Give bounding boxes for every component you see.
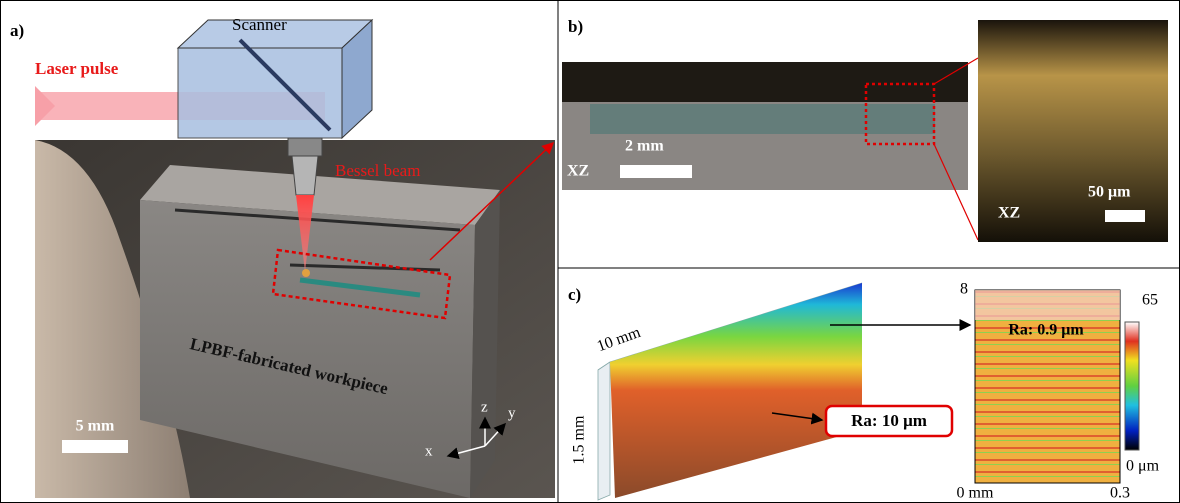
scale-bar [1105, 210, 1145, 222]
panel-b: b) 2 mm XZ 50 μm XZ [562, 17, 1168, 242]
dimension-label: 10 mm [595, 324, 644, 356]
scale-label: 5 mm [76, 418, 115, 435]
block-side [598, 362, 610, 500]
view-label: XZ [998, 205, 1020, 222]
figure: a) Laser pulse Scanner Bessel beam LPBF-… [0, 0, 1180, 503]
axis-label: 0.3 [1110, 485, 1130, 502]
colorbar [1125, 322, 1139, 450]
colorbar-label: 0 μm [1126, 458, 1160, 475]
axis-label: 0 mm [957, 485, 994, 502]
scale-bar [620, 165, 692, 178]
panel-label: b) [568, 17, 583, 36]
label: Laser pulse [35, 59, 119, 78]
cut-region [590, 104, 935, 134]
focus [302, 269, 310, 277]
scale-label: 2 mm [625, 138, 664, 155]
panel-label: a) [10, 21, 24, 40]
axis-label: 8 [960, 281, 968, 298]
label: Bessel beam [335, 161, 420, 180]
panel-a: a) Laser pulse Scanner Bessel beam LPBF-… [10, 15, 555, 498]
objective [292, 156, 318, 195]
scale-label: 50 μm [1088, 184, 1131, 201]
roughness-surface [610, 283, 862, 498]
ra-label: Ra: 10 μm [851, 411, 927, 430]
view-label: XZ [567, 163, 589, 180]
height-map-top [975, 290, 1120, 320]
axis-label: z [481, 399, 488, 415]
colorbar-label: 65 [1142, 292, 1158, 309]
dimension-label: 1.5 mm [571, 415, 588, 464]
objective [288, 138, 322, 156]
label: Scanner [232, 15, 287, 34]
photo-dark [562, 62, 968, 102]
axis-label: x [425, 443, 433, 459]
ra-label: Ra: 0.9 μm [1008, 322, 1084, 339]
axis-label: y [508, 405, 516, 421]
panel-c: c) 10 mm 1.5 mm Ra: 10 μm Ra: 0.9 μm 8 6… [568, 281, 1160, 502]
scale-bar [62, 440, 128, 453]
panel-label: c) [568, 285, 581, 304]
